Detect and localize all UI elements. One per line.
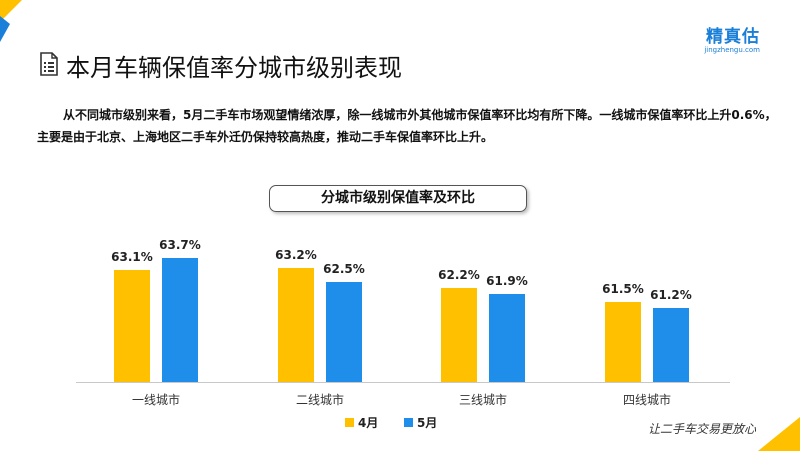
data-label-april-3: 61.5% — [602, 282, 644, 296]
data-label-may-0: 63.7% — [159, 238, 201, 252]
legend-label-may: 5月 — [417, 416, 437, 430]
legend-label-april: 4月 — [358, 416, 378, 430]
data-label-april-0: 63.1% — [111, 250, 153, 264]
corner-decoration-bottom-right — [758, 417, 800, 451]
category-label-2: 三线城市 — [459, 392, 507, 407]
bar-april-1 — [278, 268, 314, 382]
document-list-icon — [40, 52, 58, 76]
legend-swatch-may — [404, 418, 413, 427]
data-label-may-1: 62.5% — [323, 262, 365, 276]
bar-april-2 — [441, 288, 477, 382]
data-label-may-3: 61.2% — [650, 288, 692, 302]
logo-main-text: 精真估 — [706, 27, 760, 47]
category-label-1: 二线城市 — [296, 392, 344, 407]
data-label-april-2: 62.2% — [438, 268, 480, 282]
data-label-may-2: 61.9% — [486, 274, 528, 288]
page-title: 本月车辆保值率分城市级别表现 — [66, 54, 402, 82]
bar-april-3 — [605, 302, 641, 382]
data-label-april-1: 63.2% — [275, 248, 317, 262]
category-label-0: 一线城市 — [132, 392, 180, 407]
logo: 精真估 jingzhengu.com — [704, 22, 760, 54]
corner-decoration-top-left — [0, 0, 22, 42]
bar-may-1 — [326, 282, 362, 382]
bar-may-3 — [653, 308, 689, 382]
bar-april-0 — [114, 270, 150, 382]
bar-may-0 — [162, 258, 198, 382]
category-label-3: 四线城市 — [623, 392, 671, 407]
slogan-text: 让二手车交易更放心 — [647, 422, 756, 436]
bar-may-2 — [489, 294, 525, 382]
description-paragraph: 从不同城市级别来看，5月二手车市场观望情绪浓厚，除一线城市外其他城市保值率环比均… — [37, 108, 777, 144]
logo-sub-text: jingzhengu.com — [704, 46, 760, 54]
chart-title: 分城市级别保值率及环比 — [269, 185, 527, 212]
legend-swatch-april — [345, 418, 354, 427]
